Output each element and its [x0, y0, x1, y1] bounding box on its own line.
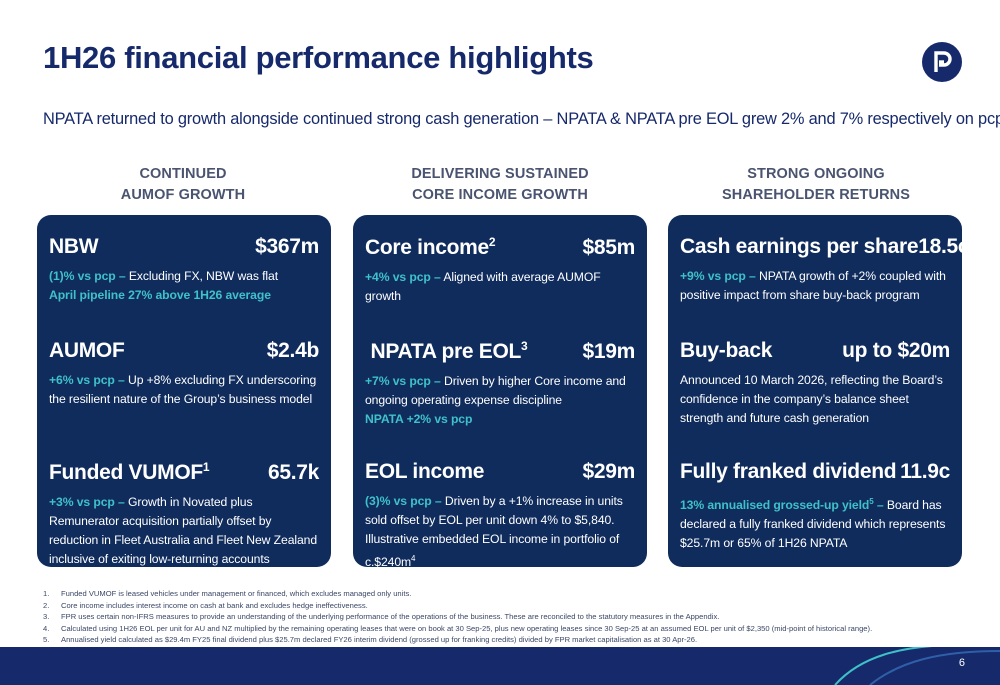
metric-description: (3)% vs pcp – Driven by a +1% increase i… [365, 494, 623, 570]
metric-label: Cash earnings per share [680, 235, 919, 258]
metric-value: up to $20m [842, 339, 950, 362]
metric-description: +3% vs pcp – Growth in Novated plus Remu… [49, 495, 318, 566]
metric-label: Funded VUMOF1 [49, 460, 210, 484]
footnotes: 1. Funded VUMOF is leased vehicles under … [43, 588, 872, 646]
metric-value: $19m [582, 340, 635, 363]
metric-funded-vumof: Funded VUMOF1 65.7k +3% vs pcp – Growth i… [49, 460, 319, 569]
page-subtitle: NPATA returned to growth alongside conti… [43, 110, 1000, 128]
metric-value: 65.7k [267, 461, 319, 484]
footnote: 5. Annualised yield calculated as $29.4m … [43, 635, 698, 644]
page-number: 6 [958, 657, 965, 669]
metric-value: $367m [255, 235, 319, 258]
metric-nbw: NBW $367m (1)% vs pcp – Excluding FX, NBW… [49, 235, 319, 305]
metric-value: 18.5c [918, 235, 970, 258]
metric-description: Announced 10 March 2026, reflecting the … [680, 373, 943, 425]
metric-label: Core income2 [365, 235, 496, 259]
metric-value: $29m [582, 460, 635, 483]
metric-aumof: AUMOF $2.4b +6% vs pcp – Up +8% excluding… [49, 339, 319, 409]
column-heading-3: STRONG ONGOING SHAREHOLDER RETURNS [722, 166, 910, 203]
metric-description: (1)% vs pcp – Excluding FX, NBW was flat… [49, 269, 278, 302]
metric-value: $85m [582, 236, 635, 259]
page-title: 1H26 financial performance highlights [43, 40, 594, 75]
metric-label: Fully franked dividend [680, 460, 897, 483]
metric-fully-franked-dividend: Fully franked dividend 11.9c 13% annualis… [680, 460, 950, 553]
metric-label: NPATA pre EOL3 [365, 339, 528, 363]
footnote: 1. Funded VUMOF is leased vehicles under … [43, 589, 412, 598]
p-logo-icon [922, 42, 962, 82]
metric-eol-income: EOL income $29m (3)% vs pcp – Driven by a… [365, 460, 635, 572]
metric-description: 13% annualised grossed-up yield5 – Board… [680, 497, 946, 551]
metric-buy-back: Buy-back up to $20m Announced 10 March 20… [680, 339, 950, 428]
metric-label: EOL income [365, 460, 485, 483]
metric-description: +7% vs pcp – Driven by higher Core incom… [365, 374, 626, 426]
metric-description: +6% vs pcp – Up +8% excluding FX undersc… [49, 373, 317, 406]
metric-value: $2.4b [266, 339, 320, 362]
column-heading-1: CONTINUED AUMOF GROWTH [120, 166, 246, 203]
metric-cash-eps: Cash earnings per share 18.5c +9% vs pcp … [680, 235, 970, 305]
metric-value: 11.9c [900, 460, 950, 483]
metric-label: AUMOF [49, 339, 125, 362]
metric-label: NBW [49, 235, 99, 258]
footnote: 2. Core income includes interest income o… [43, 600, 368, 610]
decorative-arc-icon [834, 647, 1000, 685]
metric-label: Buy-back [680, 339, 773, 362]
column-heading-2: DELIVERING SUSTAINED CORE INCOME GROWTH [411, 166, 589, 203]
footer-bar [0, 647, 1000, 685]
footnote: 4. Calculated using 1H26 EOL per unit for… [43, 623, 873, 633]
panel-aumof-growth: NBW $367m (1)% vs pcp – Excluding FX, NBW… [37, 215, 331, 567]
panel-core-income-growth: Core income2 $85m +4% vs pcp – Aligned wi… [353, 215, 647, 569]
metric-description: +9% vs pcp – NPATA growth of +2% coupled… [680, 269, 946, 302]
metric-npata-pre-eol: NPATA pre EOL3 $19m +7% vs pcp – Driven b… [365, 339, 635, 429]
metric-core-income: Core income2 $85m +4% vs pcp – Aligned wi… [365, 235, 635, 306]
metric-description: +4% vs pcp – Aligned with average AUMOF … [365, 270, 601, 303]
footnote: 3. FPR uses certain non-IFRS measures to … [43, 612, 720, 621]
panel-shareholder-returns: Cash earnings per share 18.5c +9% vs pcp … [668, 215, 970, 567]
